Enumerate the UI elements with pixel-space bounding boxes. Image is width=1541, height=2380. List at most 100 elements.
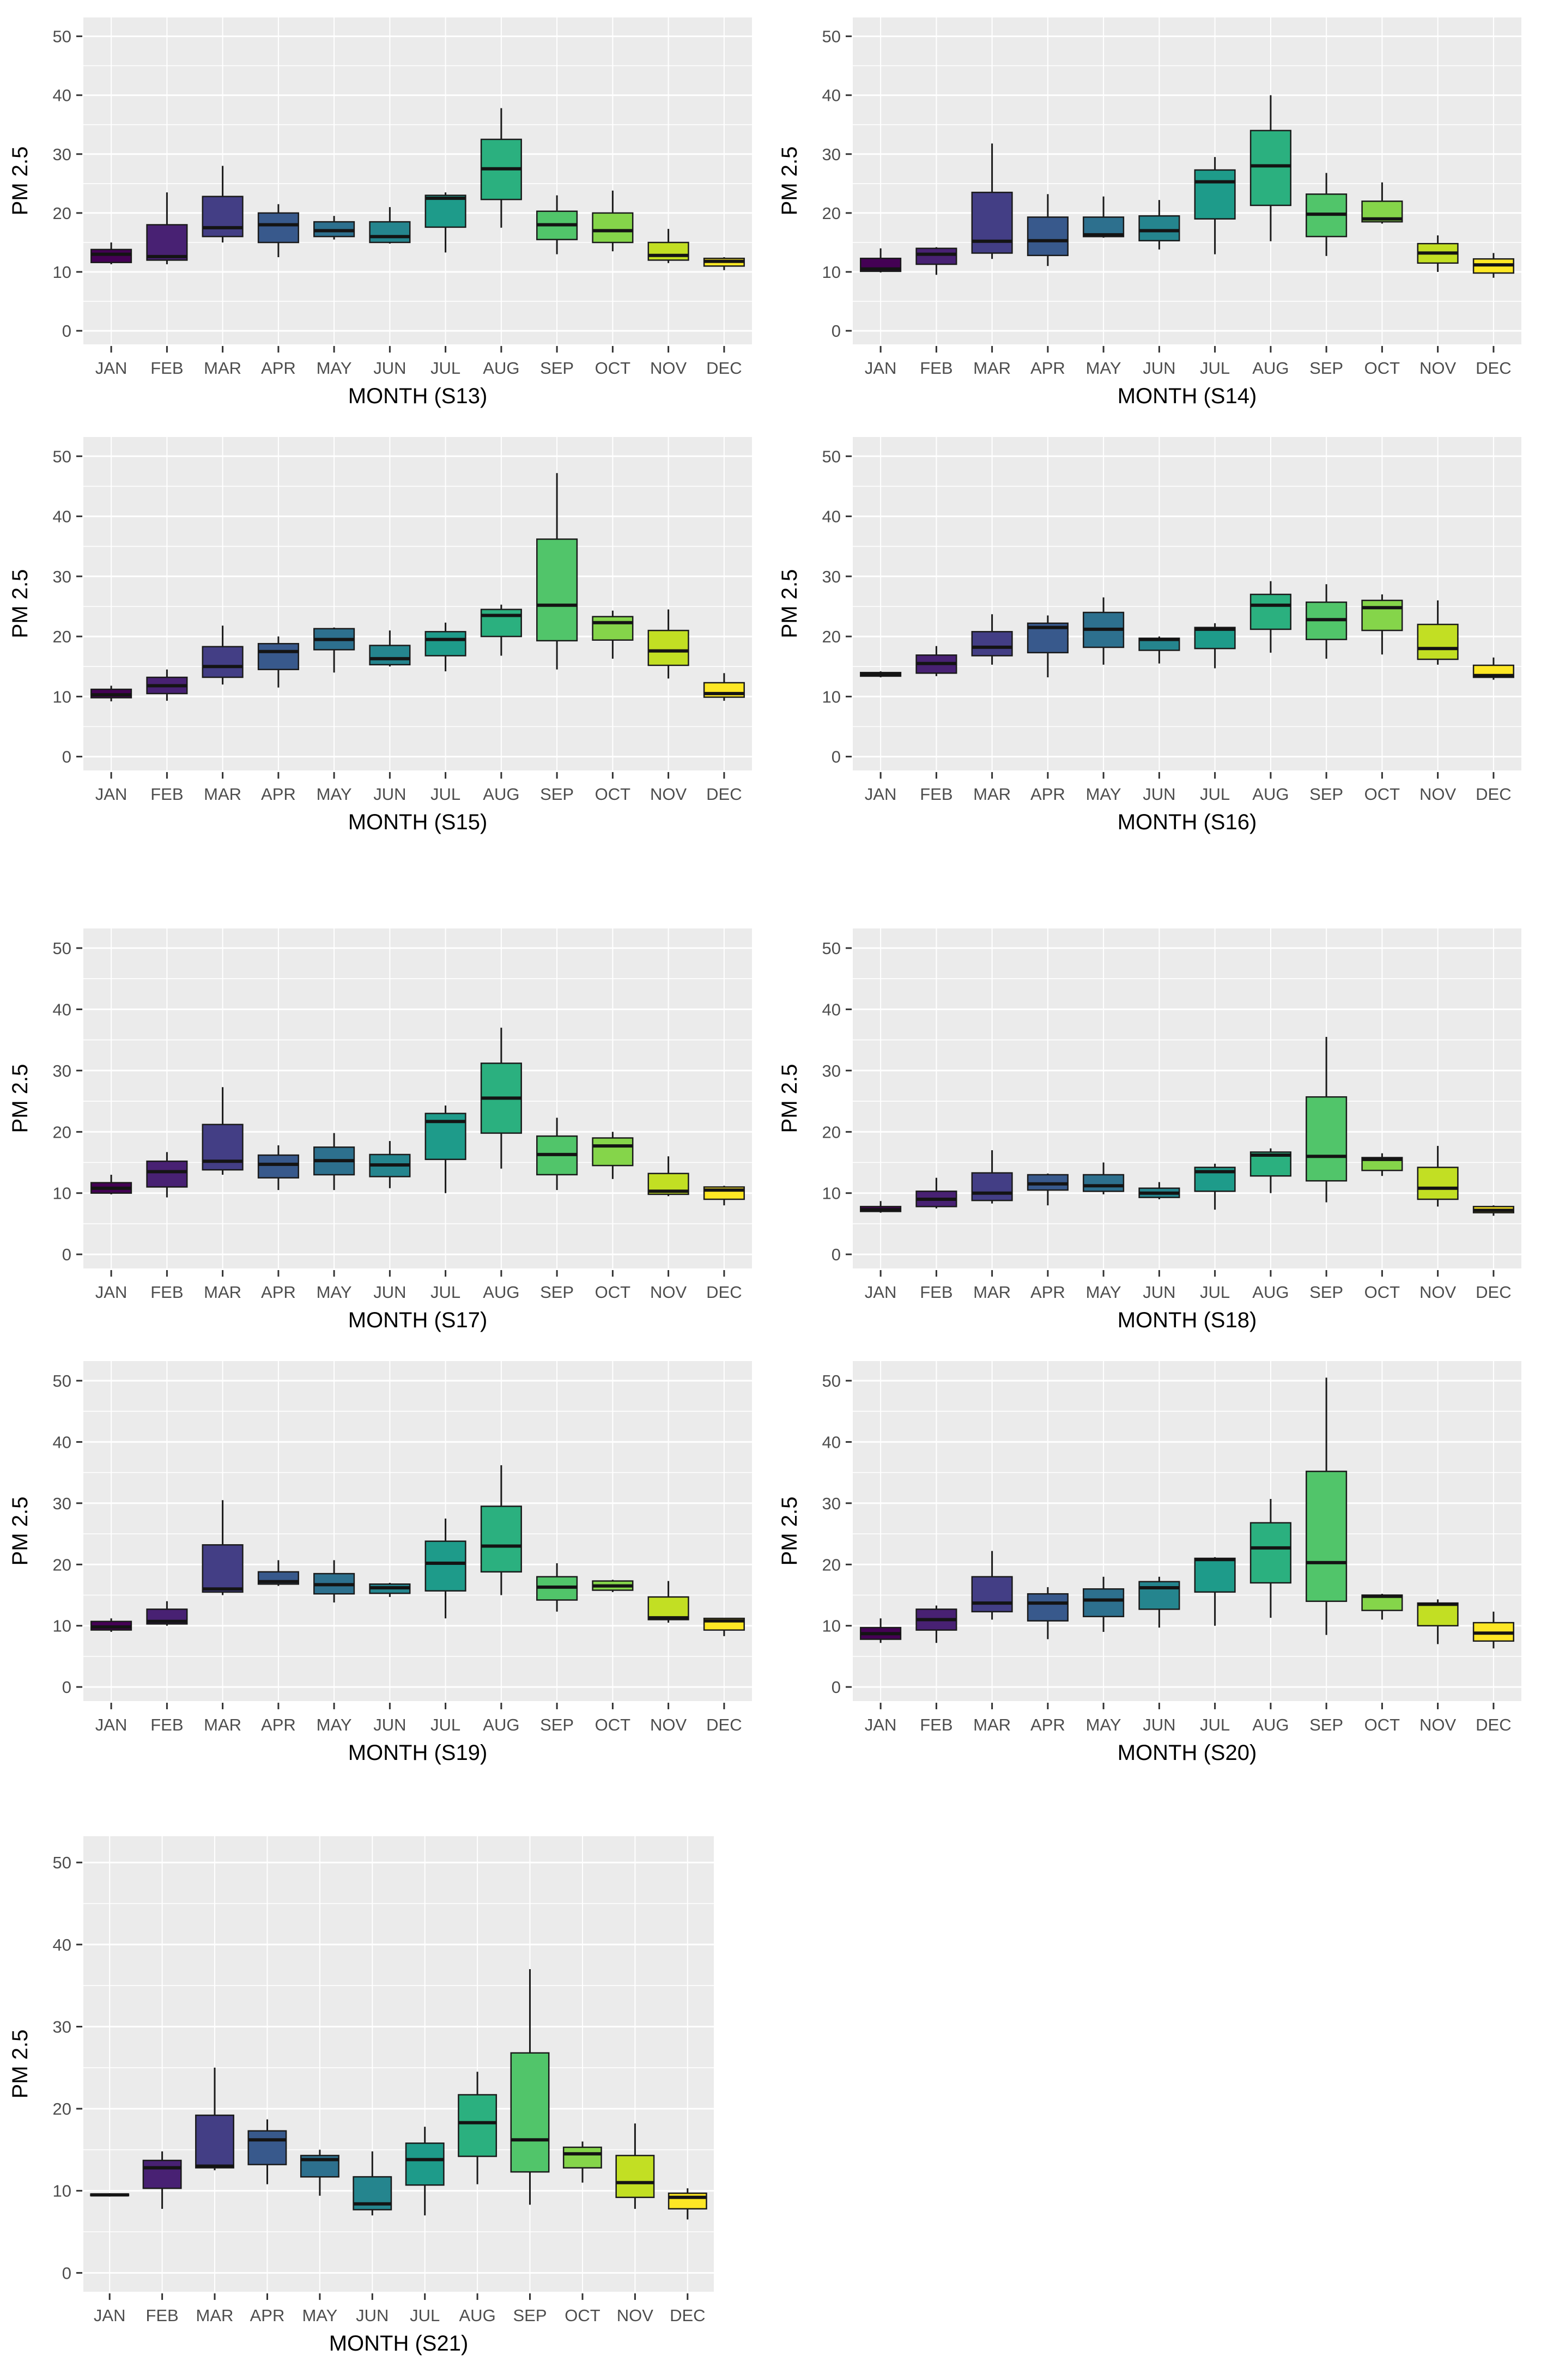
x-tick-label: MAR (204, 785, 241, 804)
panel-background (853, 1361, 1521, 1701)
panel-background (83, 928, 752, 1268)
box-sep (1306, 1037, 1348, 1203)
box-mar (202, 626, 244, 685)
box-feb (915, 1605, 957, 1643)
box-feb (915, 247, 957, 275)
x-tick-label: JUN (373, 1283, 406, 1302)
x-tick-label: AUG (483, 785, 519, 804)
box-iqr (90, 248, 132, 263)
box-iqr (915, 247, 957, 265)
box-apr (1027, 1173, 1069, 1206)
chart-panel-s13: 0 10 20 30 40 50 PM 2.5 JAN FEB MAR APR MAY JUN JUL AU… (4, 3, 767, 415)
chart-panel-s21: 0 10 20 30 40 50 PM 2.5 JAN FEB MAR APR MAY JUN JUL AU… (4, 1818, 729, 2377)
box-iqr (1194, 169, 1236, 220)
x-tick-label: FEB (150, 1283, 183, 1302)
y-tick-label: 0 (62, 748, 71, 767)
box-iqr (195, 2114, 234, 2169)
box-may (300, 2150, 339, 2196)
x-tick-label: AUG (1252, 359, 1289, 378)
box-mar (202, 1500, 244, 1595)
box-oct (592, 190, 634, 252)
x-tick-label: APR (250, 2306, 285, 2325)
x-tick-label: JAN (95, 359, 128, 378)
x-tick-label: JAN (95, 785, 128, 804)
box-may (1083, 597, 1125, 665)
panel-background (853, 17, 1521, 344)
x-tick-label: MAY (317, 359, 352, 378)
y-axis: 0 10 20 30 40 50 PM 2.5 (778, 27, 852, 341)
box-apr (257, 1560, 299, 1586)
x-tick-label: APR (261, 1715, 296, 1734)
y-axis-title: PM 2.5 (8, 1497, 32, 1566)
boxplot-chart-s14: 0 10 20 30 40 50 PM 2.5 JAN FEB MAR APR MAY JUN JUL AU… (778, 17, 1521, 408)
box-aug (480, 108, 522, 228)
box-may (1083, 1162, 1125, 1194)
box-sep (1306, 1377, 1348, 1635)
x-tick-label: AUG (459, 2306, 496, 2325)
x-tick-label: APR (261, 359, 296, 378)
box-nov (647, 609, 689, 679)
x-tick-label: OCT (595, 1283, 631, 1302)
x-tick-label: JUN (373, 785, 406, 804)
x-tick-label: NOV (1419, 785, 1457, 804)
boxplot-chart-s17: 0 10 20 30 40 50 PM 2.5 JAN FEB MAR APR MAY JUN JUL AU… (8, 928, 752, 1332)
x-tick-label: NOV (650, 1715, 687, 1734)
x-tick-label: JAN (94, 2306, 126, 2325)
y-tick-label: 50 (822, 1371, 841, 1391)
box-sep (536, 473, 578, 670)
boxplot-chart-s20: 0 10 20 30 40 50 PM 2.5 JAN FEB MAR APR MAY JUN JUL AU… (778, 1361, 1521, 1765)
y-tick-label: 40 (822, 86, 841, 105)
y-tick-label: 10 (53, 1617, 71, 1636)
x-tick-label: APR (261, 785, 296, 804)
x-tick-label: JUL (410, 2306, 440, 2325)
x-axis-title: MONTH (S14) (1118, 384, 1257, 408)
box-feb (146, 1601, 188, 1626)
box-iqr (480, 1505, 522, 1573)
box-jul (1194, 623, 1236, 669)
y-axis: 0 10 20 30 40 50 PM 2.5 (778, 1371, 852, 1697)
box-apr (1027, 615, 1069, 678)
box-dec (1472, 1611, 1514, 1649)
box-jan (860, 1201, 902, 1213)
box-jun (1138, 1182, 1180, 1199)
box-jan (90, 1618, 132, 1632)
y-tick-label: 10 (822, 263, 841, 282)
box-aug (1249, 581, 1291, 653)
gridlines (83, 1361, 752, 1701)
box-jul (1194, 157, 1236, 254)
box-feb (915, 646, 957, 676)
box-jan (90, 242, 132, 264)
box-mar (202, 166, 244, 242)
chart-panel-s18: 0 10 20 30 40 50 PM 2.5 JAN FEB MAR APR MAY JUN JUL AU… (774, 914, 1537, 1345)
y-tick-label: 40 (822, 507, 841, 526)
box-iqr (1194, 627, 1236, 649)
box-iqr (1249, 1522, 1291, 1584)
x-tick-label: NOV (650, 1283, 687, 1302)
x-tick-label: MAY (302, 2306, 337, 2325)
box-jun (1138, 1576, 1180, 1628)
box-iqr (1306, 1471, 1348, 1602)
x-tick-label: SEP (540, 359, 574, 378)
box-apr (257, 636, 299, 688)
box-jan (860, 1618, 902, 1643)
x-tick-label: OCT (595, 785, 631, 804)
y-tick-label: 10 (53, 1184, 71, 1203)
x-tick-label: MAR (204, 1715, 241, 1734)
box-dec (1472, 253, 1514, 278)
x-tick-label: JUL (430, 1283, 460, 1302)
x-tick-label: FEB (920, 1715, 952, 1734)
box-jul (1194, 1557, 1236, 1626)
x-tick-label: MAR (973, 1715, 1011, 1734)
x-tick-label: JUN (1143, 359, 1175, 378)
gridlines (853, 928, 1521, 1268)
y-tick-label: 50 (822, 939, 841, 958)
x-tick-label: JUL (430, 1715, 460, 1734)
x-tick-label: AUG (483, 1283, 519, 1302)
y-tick-label: 20 (822, 204, 841, 223)
y-tick-label: 50 (53, 447, 71, 466)
y-tick-label: 40 (53, 86, 71, 105)
box-jun (369, 630, 411, 667)
box-dec (1472, 657, 1514, 680)
box-jan (860, 671, 902, 678)
y-tick-label: 50 (53, 1853, 71, 1872)
